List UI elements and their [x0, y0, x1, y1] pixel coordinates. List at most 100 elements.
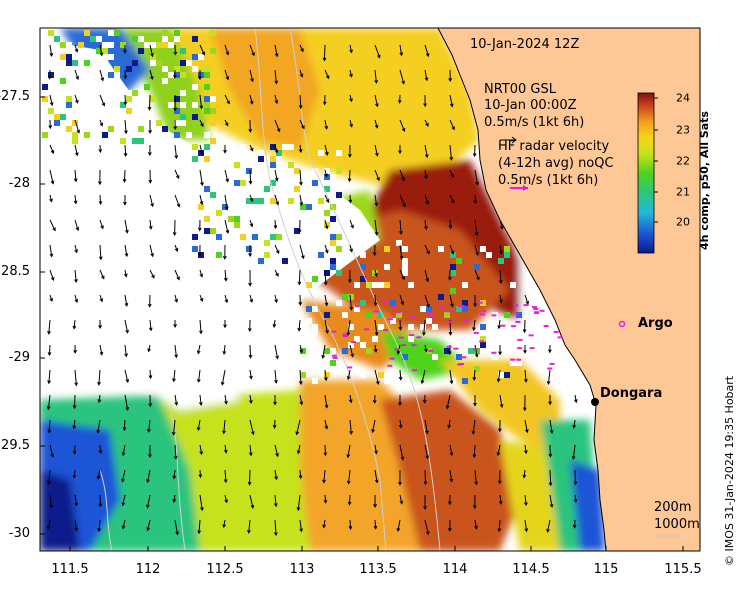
current-arrow: [374, 144, 378, 156]
current-arrow: [74, 119, 80, 133]
current-arrow: [374, 169, 380, 181]
current-arrow: [299, 69, 303, 77]
pixel-speckle: [126, 108, 132, 114]
pixel-speckle: [480, 336, 486, 342]
current-arrow: [449, 144, 452, 160]
pixel-speckle: [276, 234, 282, 240]
current-arrow: [123, 419, 126, 431]
pixel-speckle: [270, 204, 276, 210]
pixel-speckle: [42, 114, 48, 120]
current-arrow: [374, 194, 378, 206]
current-arrow-head: [274, 299, 278, 304]
current-arrow-head: [402, 203, 406, 208]
pixel-speckle: [306, 306, 312, 312]
current-arrow-head: [97, 399, 102, 404]
pixel-speckle: [288, 162, 294, 168]
current-arrow-head: [423, 481, 428, 486]
current-arrow-head: [325, 199, 330, 204]
current-arrow: [274, 169, 278, 181]
current-arrow: [146, 494, 151, 508]
current-arrow-head: [325, 329, 329, 334]
current-arrow: [49, 94, 53, 106]
current-arrow-head: [399, 500, 404, 505]
current-arrow-head: [447, 424, 451, 429]
pixel-speckle: [168, 42, 174, 48]
current-arrow: [198, 519, 201, 534]
current-arrow-head: [450, 303, 454, 308]
pixel-speckle: [192, 54, 198, 60]
current-arrow: [74, 69, 79, 80]
current-arrow: [224, 94, 230, 104]
pixel-speckle: [180, 60, 186, 66]
current-arrow: [199, 444, 203, 455]
current-arrow: [148, 344, 151, 352]
dongara-marker: [591, 398, 599, 406]
current-arrow-head: [75, 99, 79, 104]
current-arrow-head: [374, 273, 378, 278]
current-arrow: [524, 519, 528, 532]
current-arrow-head: [374, 450, 378, 455]
radar-vector: [350, 341, 356, 344]
x-tick-112: 112: [135, 562, 161, 577]
current-arrow-head: [226, 100, 230, 105]
pixel-speckle: [234, 222, 240, 228]
pixel-speckle: [366, 348, 372, 354]
current-arrow-head: [220, 381, 225, 386]
current-arrow-head: [274, 177, 279, 182]
current-arrow: [399, 444, 404, 460]
current-arrow: [449, 94, 453, 107]
current-arrow: [124, 369, 129, 383]
current-arrow: [299, 144, 302, 153]
pixel-speckle: [294, 228, 300, 234]
current-arrow: [48, 319, 51, 334]
current-arrow: [399, 419, 402, 428]
pixel-speckle: [384, 282, 390, 288]
current-arrow-head: [496, 378, 501, 383]
colorbar-tick-21: 21: [676, 185, 690, 199]
pixel-speckle: [162, 42, 168, 48]
pixel-speckle: [96, 36, 102, 42]
current-arrow: [124, 394, 129, 411]
pixel-speckle: [480, 324, 486, 330]
current-arrow-head: [74, 527, 79, 532]
current-arrow-head: [248, 180, 253, 185]
current-arrow-head: [74, 382, 79, 387]
colorbar-tick-23: 23: [676, 123, 690, 137]
current-arrow-head: [398, 481, 402, 486]
current-arrow-head: [301, 125, 305, 130]
current-arrow-head: [424, 175, 428, 180]
pixel-speckle: [66, 132, 72, 138]
current-arrow-head: [398, 326, 403, 331]
current-arrow: [474, 519, 477, 529]
current-arrow-head: [473, 200, 478, 205]
current-arrow: [424, 444, 429, 459]
pixel-speckle: [276, 150, 282, 156]
current-arrow-head: [125, 329, 129, 334]
current-arrow-head: [99, 122, 104, 127]
current-arrow: [473, 444, 476, 458]
pixel-speckle: [264, 222, 270, 228]
current-arrow-head: [222, 430, 226, 435]
current-arrow-head: [122, 178, 127, 183]
current-arrow: [97, 419, 101, 433]
current-arrow-head: [146, 479, 150, 484]
pixel-speckle: [390, 318, 396, 324]
current-arrow-head: [324, 125, 329, 130]
pixel-speckle: [420, 306, 426, 312]
current-arrow: [147, 519, 151, 531]
current-arrow-head: [172, 475, 177, 480]
current-arrow: [199, 169, 203, 186]
pixel-speckle: [198, 156, 204, 162]
current-arrow-head: [47, 380, 51, 385]
current-arrow: [74, 244, 78, 253]
pixel-speckle: [72, 60, 78, 66]
current-arrow-head: [223, 149, 227, 154]
current-arrow-head: [121, 502, 126, 507]
current-arrow-head: [250, 78, 254, 83]
current-arrow-head: [398, 150, 402, 155]
current-arrow: [249, 94, 253, 104]
current-arrow: [424, 194, 429, 204]
current-arrow-head: [449, 478, 454, 483]
current-arrow: [349, 344, 354, 357]
model-legend-line2: 10-Jan 00:00Z: [484, 98, 577, 113]
